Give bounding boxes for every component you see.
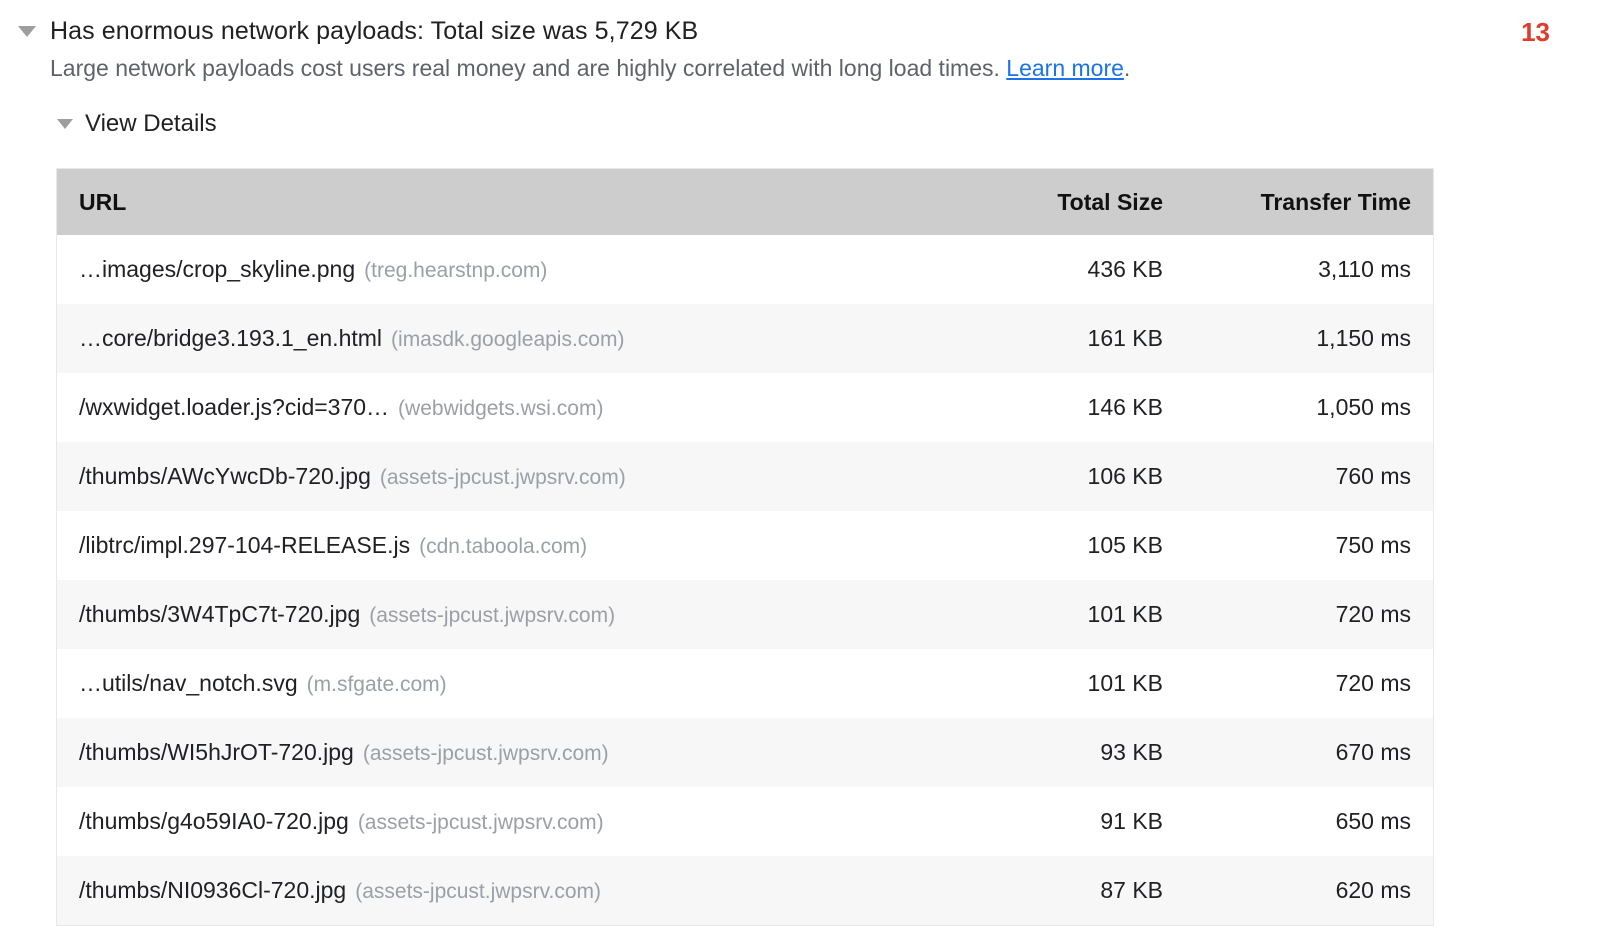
cell-total-size: 91 KB [1100, 808, 1163, 834]
table-body: …images/crop_skyline.png (treg.hearstnp.c… [57, 235, 1433, 925]
table-row: …images/crop_skyline.png (treg.hearstnp.c… [57, 235, 1433, 304]
column-header-total-size[interactable]: Total Size [937, 169, 1185, 235]
triangle-down-icon[interactable] [18, 26, 36, 37]
cell-transfer-time: 720 ms [1335, 601, 1411, 627]
cell-total-size: 87 KB [1100, 877, 1163, 903]
cell-total-size: 105 KB [1087, 532, 1163, 558]
column-header-url[interactable]: URL [57, 169, 937, 235]
url-host: (assets-jpcust.jwpsrv.com) [369, 604, 616, 627]
cell-transfer-time: 620 ms [1335, 877, 1411, 903]
audit-description-suffix: . [1123, 55, 1131, 81]
column-header-transfer-time[interactable]: Transfer Time [1185, 169, 1433, 235]
cell-url[interactable]: …core/bridge3.193.1_en.html (imasdk.googl… [57, 304, 937, 373]
cell-total-size: 161 KB [1087, 325, 1163, 351]
cell-transfer-time: 750 ms [1335, 532, 1411, 558]
audit-title-row[interactable]: Has enormous network payloads: Total siz… [0, 14, 1598, 85]
audit-title: Has enormous network payloads: Total siz… [50, 17, 699, 45]
cell-url[interactable]: /thumbs/3W4TpC7t-720.jpg (assets-jpcust.j… [57, 580, 937, 649]
audit-score: 13 [1521, 17, 1550, 47]
cell-total-size: 106 KB [1087, 463, 1163, 489]
cell-url[interactable]: /thumbs/NI0936Cl-720.jpg (assets-jpcust.j… [57, 856, 937, 925]
cell-transfer-time: 650 ms [1335, 808, 1411, 834]
table-row: …core/bridge3.193.1_en.html (imasdk.googl… [57, 304, 1433, 373]
cell-total-size: 93 KB [1100, 739, 1163, 765]
cell-url[interactable]: /thumbs/AWcYwcDb-720.jpg (assets-jpcust.j… [57, 442, 937, 511]
url-path: …utils/nav_notch.svg [79, 670, 298, 696]
triangle-down-icon[interactable] [57, 119, 73, 129]
cell-url[interactable]: /thumbs/g4o59IA0-720.jpg (assets-jpcust.j… [57, 787, 937, 856]
cell-total-size: 146 KB [1087, 394, 1163, 420]
cell-url[interactable]: /wxwidget.loader.js?cid=370… (webwidgets.… [57, 373, 937, 442]
url-host: (imasdk.googleapis.com) [391, 328, 625, 351]
table-row: /thumbs/3W4TpC7t-720.jpg (assets-jpcust.j… [57, 580, 1433, 649]
table-header: URL Total Size Transfer Time [57, 169, 1433, 235]
table-row: /thumbs/AWcYwcDb-720.jpg (assets-jpcust.j… [57, 442, 1433, 511]
cell-transfer-time: 720 ms [1335, 670, 1411, 696]
url-path: …images/crop_skyline.png [79, 256, 356, 282]
cell-total-size: 101 KB [1087, 601, 1163, 627]
cell-transfer-time: 1,150 ms [1316, 325, 1411, 351]
cell-url[interactable]: …images/crop_skyline.png (treg.hearstnp.c… [57, 235, 937, 304]
view-details-toggle[interactable]: View Details [57, 110, 217, 138]
table-row: /thumbs/NI0936Cl-720.jpg (assets-jpcust.j… [57, 856, 1433, 925]
cell-url[interactable]: /libtrc/impl.297-104-RELEASE.js (cdn.tabo… [57, 511, 937, 580]
network-payload-table: URL Total Size Transfer Time …images/cro… [57, 169, 1433, 925]
audit-description: Large network payloads cost users real m… [50, 51, 1598, 85]
url-path: /thumbs/3W4TpC7t-720.jpg [79, 601, 361, 627]
cell-url[interactable]: …utils/nav_notch.svg (m.sfgate.com) [57, 649, 937, 718]
view-details-label: View Details [85, 110, 217, 137]
url-host: (treg.hearstnp.com) [364, 259, 548, 282]
url-host: (webwidgets.wsi.com) [398, 397, 604, 420]
url-host: (m.sfgate.com) [306, 673, 447, 696]
table-header-row: URL Total Size Transfer Time [57, 169, 1433, 235]
url-host: (assets-jpcust.jwpsrv.com) [355, 880, 602, 903]
cell-total-size: 101 KB [1087, 670, 1163, 696]
cell-transfer-time: 3,110 ms [1318, 256, 1411, 282]
table-row: …utils/nav_notch.svg (m.sfgate.com) 101 KB… [57, 649, 1433, 718]
cell-url[interactable]: /thumbs/WI5hJrOT-720.jpg (assets-jpcust.j… [57, 718, 937, 787]
audit-text-column: Has enormous network payloads: Total siz… [50, 14, 1598, 85]
url-path: /thumbs/WI5hJrOT-720.jpg [79, 739, 354, 765]
url-path: /thumbs/g4o59IA0-720.jpg [79, 808, 349, 834]
table-row: /wxwidget.loader.js?cid=370… (webwidgets.… [57, 373, 1433, 442]
cell-transfer-time: 760 ms [1335, 463, 1411, 489]
url-host: (cdn.taboola.com) [419, 535, 588, 558]
url-path: /libtrc/impl.297-104-RELEASE.js [79, 532, 411, 558]
url-path: /wxwidget.loader.js?cid=370… [79, 394, 390, 420]
url-path: /thumbs/NI0936Cl-720.jpg [79, 877, 347, 903]
audit-description-text: Large network payloads cost users real m… [50, 55, 1007, 81]
cell-transfer-time: 1,050 ms [1316, 394, 1411, 420]
cell-transfer-time: 670 ms [1335, 739, 1411, 765]
table-row: /thumbs/g4o59IA0-720.jpg (assets-jpcust.j… [57, 787, 1433, 856]
url-host: (assets-jpcust.jwpsrv.com) [379, 466, 626, 489]
url-path: …core/bridge3.193.1_en.html [79, 325, 383, 351]
table-row: /thumbs/WI5hJrOT-720.jpg (assets-jpcust.j… [57, 718, 1433, 787]
url-host: (assets-jpcust.jwpsrv.com) [362, 742, 609, 765]
learn-more-link[interactable]: Learn more [1006, 55, 1124, 81]
table-row: /libtrc/impl.297-104-RELEASE.js (cdn.tabo… [57, 511, 1433, 580]
url-host: (assets-jpcust.jwpsrv.com) [357, 811, 604, 834]
cell-total-size: 436 KB [1087, 256, 1163, 282]
url-path: /thumbs/AWcYwcDb-720.jpg [79, 463, 371, 489]
audit-header: Has enormous network payloads: Total siz… [0, 0, 1598, 85]
